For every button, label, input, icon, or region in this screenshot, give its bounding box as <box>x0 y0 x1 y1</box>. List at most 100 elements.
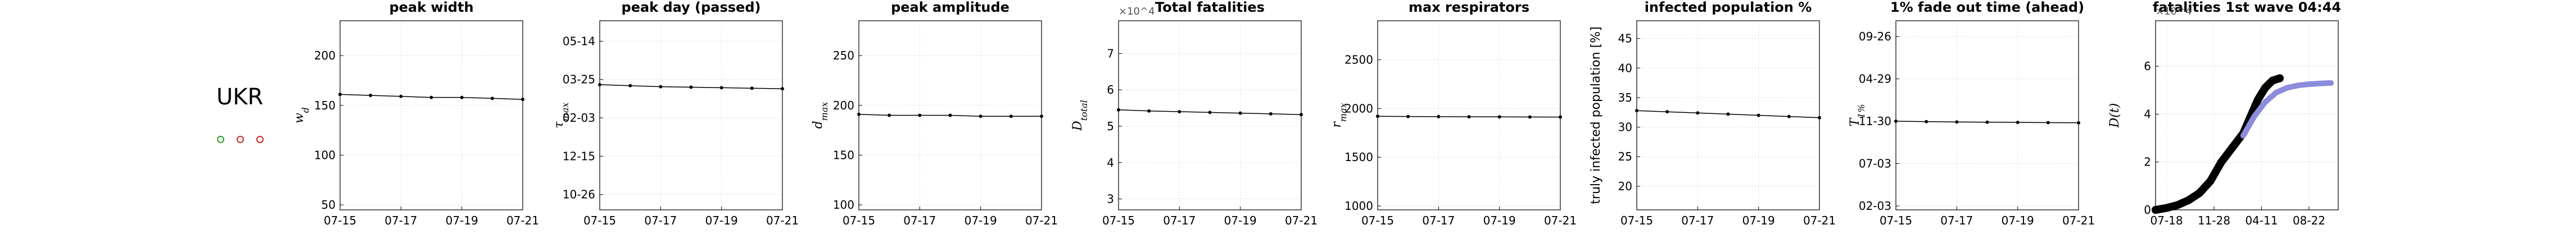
data-point <box>2251 113 2257 120</box>
y-tick-label: 35 <box>1618 91 1632 104</box>
data-point <box>948 113 952 117</box>
data-point <box>2077 121 2080 125</box>
y-tick-label: 100 <box>833 198 854 212</box>
x-tick-label: 07-15 <box>1361 214 1394 227</box>
data-point <box>1117 108 1120 112</box>
y-tick-label: 250 <box>833 49 854 62</box>
data-point <box>2273 89 2279 95</box>
y-tick-label: 3 <box>1107 192 1114 206</box>
x-tick-label: 11-28 <box>2198 214 2230 227</box>
data-point <box>2206 177 2215 185</box>
data-point <box>460 95 464 99</box>
data-point <box>2217 158 2225 166</box>
x-tick-label: 07-19 <box>1742 214 1775 227</box>
x-tick-label: 07-17 <box>644 214 677 227</box>
axes-frame <box>339 20 523 210</box>
x-tick-label: 07-21 <box>1285 214 1318 227</box>
y-tick-label: 04-29 <box>1859 72 1891 86</box>
x-tick-label: 07-17 <box>384 214 417 227</box>
chart-title: max respirators <box>1409 0 1529 15</box>
x-tick-label: 07-19 <box>705 214 738 227</box>
data-point <box>1040 114 1043 118</box>
chart-title: Total fatalities <box>1155 0 1265 15</box>
data-point <box>1437 114 1441 118</box>
y-tick-label: 150 <box>314 99 336 112</box>
chart-panel-4: 1000 1500 2000 2500 07-15 07-17 07-19 07-21 max … <box>1330 0 1577 227</box>
x-tick-label: 07-17 <box>1422 214 1455 227</box>
data-point <box>1726 112 1730 116</box>
chart-title: infected population % <box>1645 0 1812 15</box>
data-point <box>1147 109 1151 113</box>
chart-panel-6: 02-03 07-03 11-30 04-29 09-26 07-15 07-17 07-19… <box>1848 0 2095 227</box>
y-tick-label: 20 <box>1618 180 1632 193</box>
grid <box>1895 21 2079 210</box>
y-axis-label: D(t) <box>2108 103 2122 129</box>
chart-panel-1: 10-26 12-15 02-03 03-25 05-14 07-15 07-17 07-19… <box>552 0 799 227</box>
data-point <box>1208 111 1212 114</box>
status-dot-red-1 <box>237 136 245 143</box>
axes-frame <box>1118 20 1302 210</box>
data-point <box>338 93 342 97</box>
chart-title: 1% fade out time (ahead) <box>1890 0 2084 15</box>
axes-frame <box>1636 20 1820 210</box>
data-point <box>2261 84 2269 92</box>
x-tick-label: 07-15 <box>1880 214 1912 227</box>
x-tick-label: 07-21 <box>1803 214 1836 227</box>
data-point <box>1269 112 1273 116</box>
y-tick-label: 2500 <box>1344 53 1373 66</box>
data-point <box>2195 189 2203 198</box>
status-indicators <box>217 135 273 145</box>
data-point <box>888 113 891 117</box>
x-tick-label: 07-15 <box>324 214 356 227</box>
data-point <box>2184 196 2193 204</box>
y-tick-label: 0 <box>2144 203 2151 217</box>
chart-panel-0: 50 100 150 200 07-15 07-17 07-19 07-21 peak widt… <box>292 0 539 227</box>
y-tick-label: 5 <box>1107 120 1114 133</box>
x-tick-label: 07-17 <box>1940 214 1973 227</box>
y-axis-label: T1% <box>1848 104 1867 126</box>
axes-frame <box>599 20 783 210</box>
x-tick-label: 07-15 <box>1102 214 1135 227</box>
data-point <box>1406 114 1410 118</box>
x-tick-label: 07-19 <box>965 214 997 227</box>
y-tick-label: 40 <box>1618 61 1632 75</box>
data-point <box>521 98 524 102</box>
y-tick-label: 50 <box>322 198 336 212</box>
x-tick-label: 07-17 <box>1681 214 1714 227</box>
x-tick-label: 07-19 <box>1483 214 1516 227</box>
axes-frame <box>1895 20 2079 210</box>
chart-title: peak day (passed) <box>622 0 761 15</box>
y-tick-label: 6 <box>2144 59 2151 73</box>
data-point <box>1238 111 1242 115</box>
series-0 <box>2152 74 2284 214</box>
data-point <box>2254 95 2262 104</box>
y-tick-label: 07-03 <box>1859 157 1891 171</box>
x-tick-label: 07-19 <box>446 214 478 227</box>
x-tick-label: 07-15 <box>583 214 616 227</box>
data-point <box>1009 114 1013 118</box>
data-point <box>628 84 632 88</box>
data-point <box>1559 115 1562 119</box>
data-point <box>1756 113 1760 117</box>
y-tick-label: 1000 <box>1344 199 1373 213</box>
y-tick-label: 4 <box>2144 107 2151 121</box>
y-axis-label: truly infected population [%] <box>1589 26 1603 204</box>
y-tick-label: 02-03 <box>563 111 595 125</box>
y-tick-label: 12-15 <box>563 149 595 163</box>
data-point <box>1528 115 1532 119</box>
data-point <box>598 82 601 86</box>
data-point <box>979 114 983 118</box>
data-point <box>2240 132 2246 139</box>
y-tick-label: 2000 <box>1344 102 1373 115</box>
data-point <box>1787 114 1791 118</box>
y-axis-label: rmax <box>1330 103 1348 127</box>
data-point <box>1497 115 1501 119</box>
chart-panel-7: 0 2 4 6 07-18 11-28 04-11 08-22 fatalities 1st w… <box>2108 0 2341 227</box>
data-point <box>1955 120 1959 124</box>
y-tick-label: 1500 <box>1344 150 1373 164</box>
chart-title: fatalities 1st wave 04:44 <box>2153 0 2341 15</box>
y-tick-label: 2 <box>2144 155 2151 169</box>
x-tick-label: 08-22 <box>2293 214 2325 227</box>
data-point <box>719 86 723 90</box>
